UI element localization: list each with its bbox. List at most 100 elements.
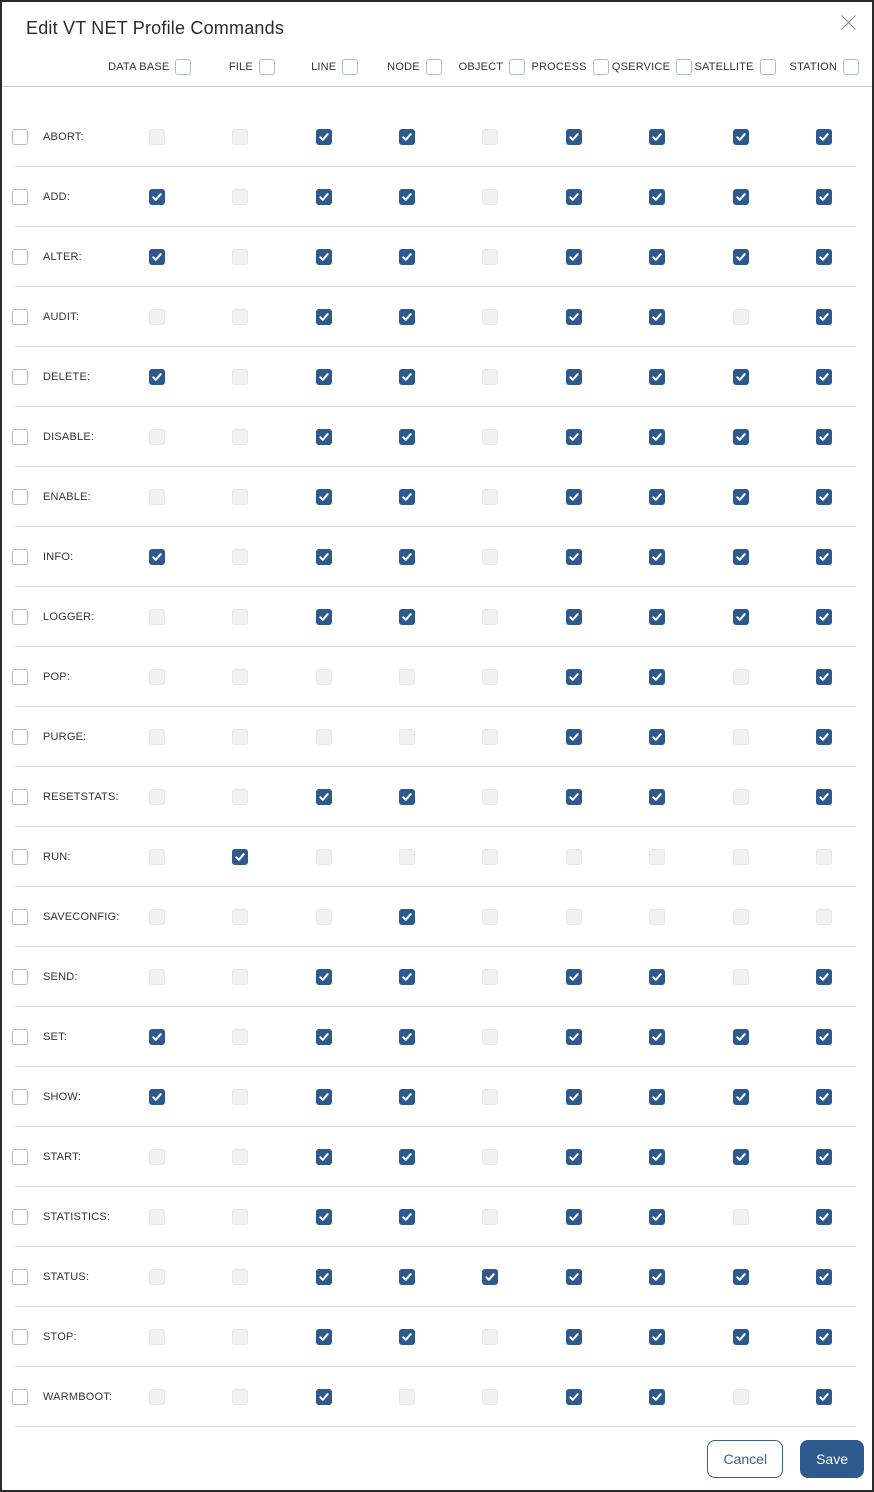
checkbox-alter-station[interactable] bbox=[816, 249, 833, 265]
cancel-button[interactable]: Cancel bbox=[707, 1439, 784, 1478]
checkbox-show-satellite[interactable] bbox=[732, 1089, 749, 1105]
checkbox-abort-object[interactable] bbox=[482, 129, 499, 145]
checkbox-start-data-base[interactable] bbox=[148, 1149, 165, 1165]
checkbox-set-line[interactable] bbox=[315, 1029, 332, 1045]
checkbox-info-file[interactable] bbox=[232, 549, 249, 565]
column-checkbox-file[interactable] bbox=[258, 59, 275, 75]
checkbox-logger-qservice[interactable] bbox=[649, 609, 666, 625]
checkbox-warmboot-data-base[interactable] bbox=[148, 1389, 165, 1405]
checkbox-resetstats-line[interactable] bbox=[315, 789, 332, 805]
row-checkbox-logger[interactable] bbox=[12, 609, 28, 625]
row-checkbox-status[interactable] bbox=[12, 1269, 28, 1285]
checkbox-abort-qservice[interactable] bbox=[649, 129, 666, 145]
checkbox-alter-file[interactable] bbox=[232, 249, 249, 265]
checkbox-statistics-node[interactable] bbox=[399, 1209, 416, 1225]
checkbox-statistics-object[interactable] bbox=[482, 1209, 499, 1225]
checkbox-run-node[interactable] bbox=[399, 849, 416, 865]
checkbox-disable-station[interactable] bbox=[816, 429, 833, 445]
checkbox-run-station[interactable] bbox=[816, 849, 833, 865]
checkbox-logger-process[interactable] bbox=[565, 609, 582, 625]
column-checkbox-station[interactable] bbox=[842, 59, 859, 75]
checkbox-enable-qservice[interactable] bbox=[649, 489, 666, 505]
checkbox-logger-satellite[interactable] bbox=[732, 609, 749, 625]
checkbox-alter-qservice[interactable] bbox=[649, 249, 666, 265]
checkbox-info-satellite[interactable] bbox=[732, 549, 749, 565]
row-checkbox-enable[interactable] bbox=[12, 489, 28, 505]
checkbox-set-data-base[interactable] bbox=[148, 1029, 165, 1045]
checkbox-alter-satellite[interactable] bbox=[732, 249, 749, 265]
checkbox-stop-data-base[interactable] bbox=[148, 1329, 165, 1345]
checkbox-purge-object[interactable] bbox=[482, 729, 499, 745]
checkbox-start-qservice[interactable] bbox=[649, 1149, 666, 1165]
checkbox-resetstats-data-base[interactable] bbox=[148, 789, 165, 805]
checkbox-pop-qservice[interactable] bbox=[649, 669, 666, 685]
checkbox-status-object[interactable] bbox=[482, 1269, 499, 1285]
checkbox-abort-process[interactable] bbox=[565, 129, 582, 145]
checkbox-warmboot-line[interactable] bbox=[315, 1389, 332, 1405]
checkbox-saveconfig-process[interactable] bbox=[565, 909, 582, 925]
checkbox-purge-node[interactable] bbox=[399, 729, 416, 745]
checkbox-enable-line[interactable] bbox=[315, 489, 332, 505]
checkbox-pop-station[interactable] bbox=[816, 669, 833, 685]
checkbox-run-line[interactable] bbox=[315, 849, 332, 865]
checkbox-resetstats-object[interactable] bbox=[482, 789, 499, 805]
checkbox-info-object[interactable] bbox=[482, 549, 499, 565]
checkbox-enable-file[interactable] bbox=[232, 489, 249, 505]
checkbox-start-station[interactable] bbox=[816, 1149, 833, 1165]
column-checkbox-object[interactable] bbox=[509, 59, 526, 75]
checkbox-show-station[interactable] bbox=[816, 1089, 833, 1105]
checkbox-purge-satellite[interactable] bbox=[732, 729, 749, 745]
checkbox-run-object[interactable] bbox=[482, 849, 499, 865]
row-checkbox-warmboot[interactable] bbox=[12, 1389, 28, 1405]
checkbox-add-object[interactable] bbox=[482, 189, 499, 205]
checkbox-warmboot-file[interactable] bbox=[232, 1389, 249, 1405]
row-checkbox-delete[interactable] bbox=[12, 369, 28, 385]
checkbox-resetstats-file[interactable] bbox=[232, 789, 249, 805]
checkbox-statistics-file[interactable] bbox=[232, 1209, 249, 1225]
checkbox-delete-data-base[interactable] bbox=[148, 369, 165, 385]
checkbox-disable-line[interactable] bbox=[315, 429, 332, 445]
checkbox-saveconfig-data-base[interactable] bbox=[148, 909, 165, 925]
row-checkbox-purge[interactable] bbox=[12, 729, 28, 745]
checkbox-pop-object[interactable] bbox=[482, 669, 499, 685]
checkbox-status-process[interactable] bbox=[565, 1269, 582, 1285]
checkbox-enable-satellite[interactable] bbox=[732, 489, 749, 505]
checkbox-status-line[interactable] bbox=[315, 1269, 332, 1285]
checkbox-resetstats-node[interactable] bbox=[399, 789, 416, 805]
row-checkbox-abort[interactable] bbox=[12, 129, 28, 145]
checkbox-send-line[interactable] bbox=[315, 969, 332, 985]
checkbox-abort-line[interactable] bbox=[315, 129, 332, 145]
checkbox-audit-data-base[interactable] bbox=[148, 309, 165, 325]
checkbox-saveconfig-file[interactable] bbox=[232, 909, 249, 925]
checkbox-delete-line[interactable] bbox=[315, 369, 332, 385]
checkbox-set-node[interactable] bbox=[399, 1029, 416, 1045]
checkbox-show-object[interactable] bbox=[482, 1089, 499, 1105]
row-checkbox-start[interactable] bbox=[12, 1149, 28, 1165]
checkbox-warmboot-satellite[interactable] bbox=[732, 1389, 749, 1405]
checkbox-send-data-base[interactable] bbox=[148, 969, 165, 985]
checkbox-alter-process[interactable] bbox=[565, 249, 582, 265]
checkbox-saveconfig-node[interactable] bbox=[399, 909, 416, 925]
checkbox-audit-station[interactable] bbox=[816, 309, 833, 325]
checkbox-alter-object[interactable] bbox=[482, 249, 499, 265]
checkbox-audit-process[interactable] bbox=[565, 309, 582, 325]
checkbox-purge-qservice[interactable] bbox=[649, 729, 666, 745]
checkbox-audit-file[interactable] bbox=[232, 309, 249, 325]
checkbox-disable-satellite[interactable] bbox=[732, 429, 749, 445]
checkbox-audit-object[interactable] bbox=[482, 309, 499, 325]
checkbox-logger-data-base[interactable] bbox=[148, 609, 165, 625]
row-checkbox-send[interactable] bbox=[12, 969, 28, 985]
checkbox-enable-station[interactable] bbox=[816, 489, 833, 505]
checkbox-status-file[interactable] bbox=[232, 1269, 249, 1285]
checkbox-show-qservice[interactable] bbox=[649, 1089, 666, 1105]
checkbox-purge-data-base[interactable] bbox=[148, 729, 165, 745]
row-checkbox-resetstats[interactable] bbox=[12, 789, 28, 805]
checkbox-disable-qservice[interactable] bbox=[649, 429, 666, 445]
checkbox-warmboot-process[interactable] bbox=[565, 1389, 582, 1405]
checkbox-abort-satellite[interactable] bbox=[732, 129, 749, 145]
checkbox-warmboot-station[interactable] bbox=[816, 1389, 833, 1405]
row-checkbox-audit[interactable] bbox=[12, 309, 28, 325]
checkbox-send-satellite[interactable] bbox=[732, 969, 749, 985]
checkbox-send-file[interactable] bbox=[232, 969, 249, 985]
row-checkbox-info[interactable] bbox=[12, 549, 28, 565]
